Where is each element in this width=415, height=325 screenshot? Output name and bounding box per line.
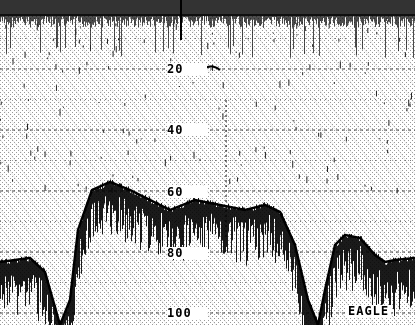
brand-label: EAGLE: [346, 304, 392, 318]
surface-band: [0, 0, 415, 16]
bottom-edge: [0, 180, 415, 325]
depth-label-20: 20: [167, 63, 207, 75]
depth-label-60: 60: [167, 186, 207, 198]
water-column-noise: [0, 20, 412, 194]
depth-label-100: 100: [167, 307, 207, 319]
surface-clutter: [0, 0, 415, 58]
depth-label-40: 40: [167, 124, 207, 136]
bottom-contour: [0, 179, 415, 325]
depth-gridlines: [0, 38, 415, 314]
depth-label-80: 80: [167, 247, 207, 259]
